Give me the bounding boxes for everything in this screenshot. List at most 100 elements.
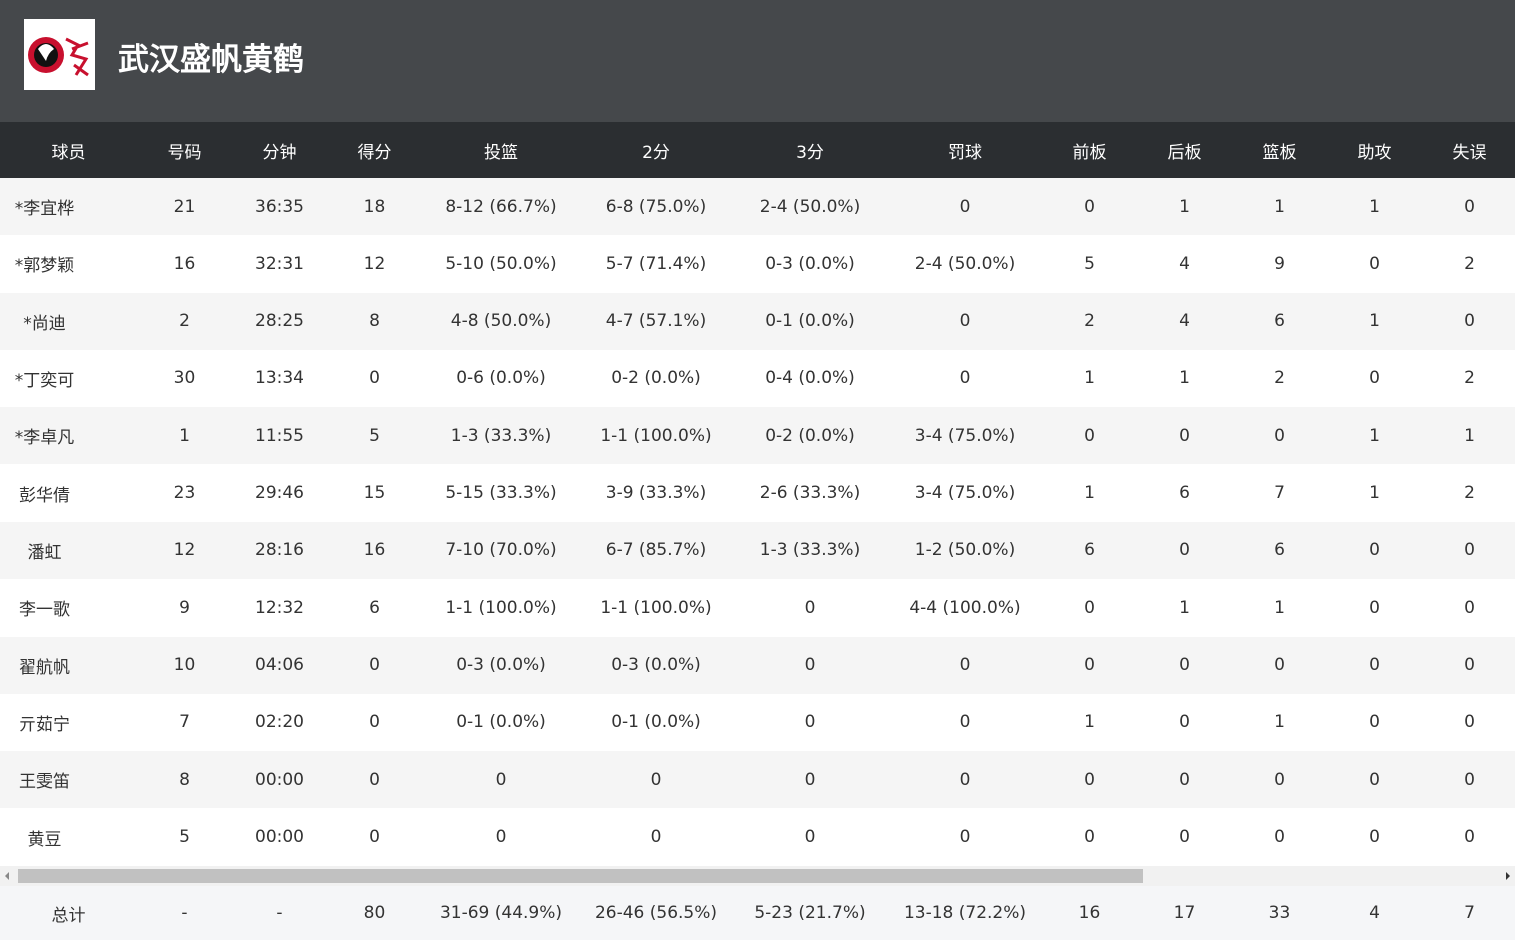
cell-value: 0 [1084,196,1095,217]
cell-value: 0-3 (0.0%) [765,253,855,274]
cell-value: 32:31 [255,253,304,274]
total-row: 总计 - - 80 31-69 (44.9%) 26-46 (56.5%) 5-23 (21… [0,886,1515,940]
cell-value: 8 [369,311,380,332]
cell-value: 16 [1078,903,1101,923]
cell-value: 5-15 (33.3%) [445,483,557,504]
cell-value: 11:55 [255,425,304,446]
cell-value: 0 [1179,769,1190,790]
team-header: 武汉盛帆黄鹤 [0,0,1515,122]
cell-value: 7 [1464,903,1475,923]
cell-value: 0 [959,196,971,217]
cell-value: 5-23 (21.7%) [754,903,866,923]
cell-value: 2 [1464,368,1475,389]
cell-value: 6-8 (75.0%) [605,196,707,217]
cell-value: 5-7 (71.4%) [605,253,707,274]
player-row: 翟航帆 10 04:06 0 0-3 (0.0%) 0-3 (0.0%) 0 0 0 0 0 0 0 [0,636,1515,694]
horizontal-scrollbar[interactable] [0,866,1515,886]
cell-value: 0 [1369,368,1380,389]
team-title: 武汉盛帆黄鹤 [118,42,304,78]
cell-value: 1 [1369,196,1380,217]
player-name: 李一歌 [19,600,70,621]
cell-value: 0 [804,827,816,848]
cell-value: 0 [1084,655,1095,676]
player-row: 潘虹 12 28:16 16 7-10 (70.0%) 6-7 (85.7%) 1-3 (3… [0,521,1515,579]
cell-value: 0 [1464,311,1475,332]
cell-value: 10 [173,655,196,676]
player-row: 彭华倩 23 29:46 15 5-15 (33.3%) 3-9 (33.3%) 2-6 (… [0,464,1515,522]
cell-value: 0 [1084,425,1095,446]
player-name: *郭梦颖 [14,256,75,277]
scroll-thumb[interactable] [18,869,1143,883]
cell-value: 1 [1464,425,1475,446]
player-name: *尚迪 [23,313,66,334]
cell-value: 0-1 (0.0%) [611,712,701,733]
cell-value: 1-3 (33.3%) [759,540,861,561]
cell-value: 00:00 [255,769,304,790]
cell-value: 前板 [1072,142,1107,163]
cell-value: 得分 [357,142,392,163]
cell-value: 投篮 [484,142,518,163]
cell-value: 0 [1084,769,1095,790]
cell-value: 31-69 (44.9%) [439,903,563,923]
cell-value: 33 [1268,903,1291,923]
cell-value: 1-1 (100.0%) [445,597,557,618]
player-name: 黄豆 [27,829,62,850]
cell-value: 5 [179,827,190,848]
cell-value: 5 [369,425,380,446]
cell-value: 失误 [1452,142,1487,163]
cell-value: 0 [1274,425,1285,446]
player-name: 亓茹宁 [19,714,70,735]
cell-value: 13-18 (72.2%) [903,903,1027,923]
cell-value: 0-3 (0.0%) [611,655,701,676]
cell-value: 0 [959,712,971,733]
player-row: 黄豆 5 00:00 0 0 0 0 0 0 0 0 0 0 [0,808,1515,866]
cell-value: 16 [363,540,386,561]
cell-value: 号码 [167,142,202,163]
cell-value: 2 [1464,253,1475,274]
cell-value: 0 [1084,597,1095,618]
cell-value: 1-1 (100.0%) [600,425,712,446]
cell-value: 0 [1369,540,1380,561]
cell-value: 16 [173,253,196,274]
cell-value: 3-9 (33.3%) [605,483,707,504]
cell-value: 6 [1274,540,1285,561]
cell-value: 0 [369,712,380,733]
cell-value: 0-3 (0.0%) [456,655,546,676]
cell-value: 0-1 (0.0%) [456,712,546,733]
player-name: *李卓凡 [14,428,75,449]
cell-value: 12:32 [255,597,304,618]
player-name: *李宜桦 [14,199,75,219]
team-logo [24,19,95,90]
cell-value: 篮板 [1262,142,1297,163]
cell-value: 0 [1179,540,1190,561]
cell-value: 6 [369,597,380,618]
cell-value: 助攻 [1357,142,1392,163]
cell-value: 1 [1179,597,1190,618]
cell-value: 5 [1084,253,1095,274]
cell-value: 0 [1369,253,1380,274]
cell-value: 0 [369,368,380,389]
total-label: 总计 [51,905,86,926]
cell-value: 28:25 [255,311,304,332]
cell-value: 0 [959,368,971,389]
cell-value: 0 [1369,597,1380,618]
cell-value: 4 [1179,253,1190,274]
cell-value: 0 [495,827,507,848]
cell-value: 0 [495,769,507,790]
cell-value: 0-4 (0.0%) [765,368,855,389]
scroll-arrows [5,872,1510,880]
cell-value: 15 [363,483,386,504]
cell-value: 0 [1369,827,1380,848]
cell-value: 0 [1274,827,1285,848]
cell-value: 1 [1274,712,1285,733]
cell-value: 13:34 [255,368,304,389]
cell-value: 00:00 [255,827,304,848]
cell-value: 0-6 (0.0%) [456,368,546,389]
cell-value: 0 [1464,827,1475,848]
cell-value: 3-4 (75.0%) [914,425,1016,446]
cell-value: 6 [1274,311,1285,332]
player-row: *郭梦颖 16 32:31 12 5-10 (50.0%) 5-7 (71.4%) 0-3 … [0,235,1515,293]
cell-value: 3分 [796,142,824,163]
cell-value: 0 [804,712,816,733]
